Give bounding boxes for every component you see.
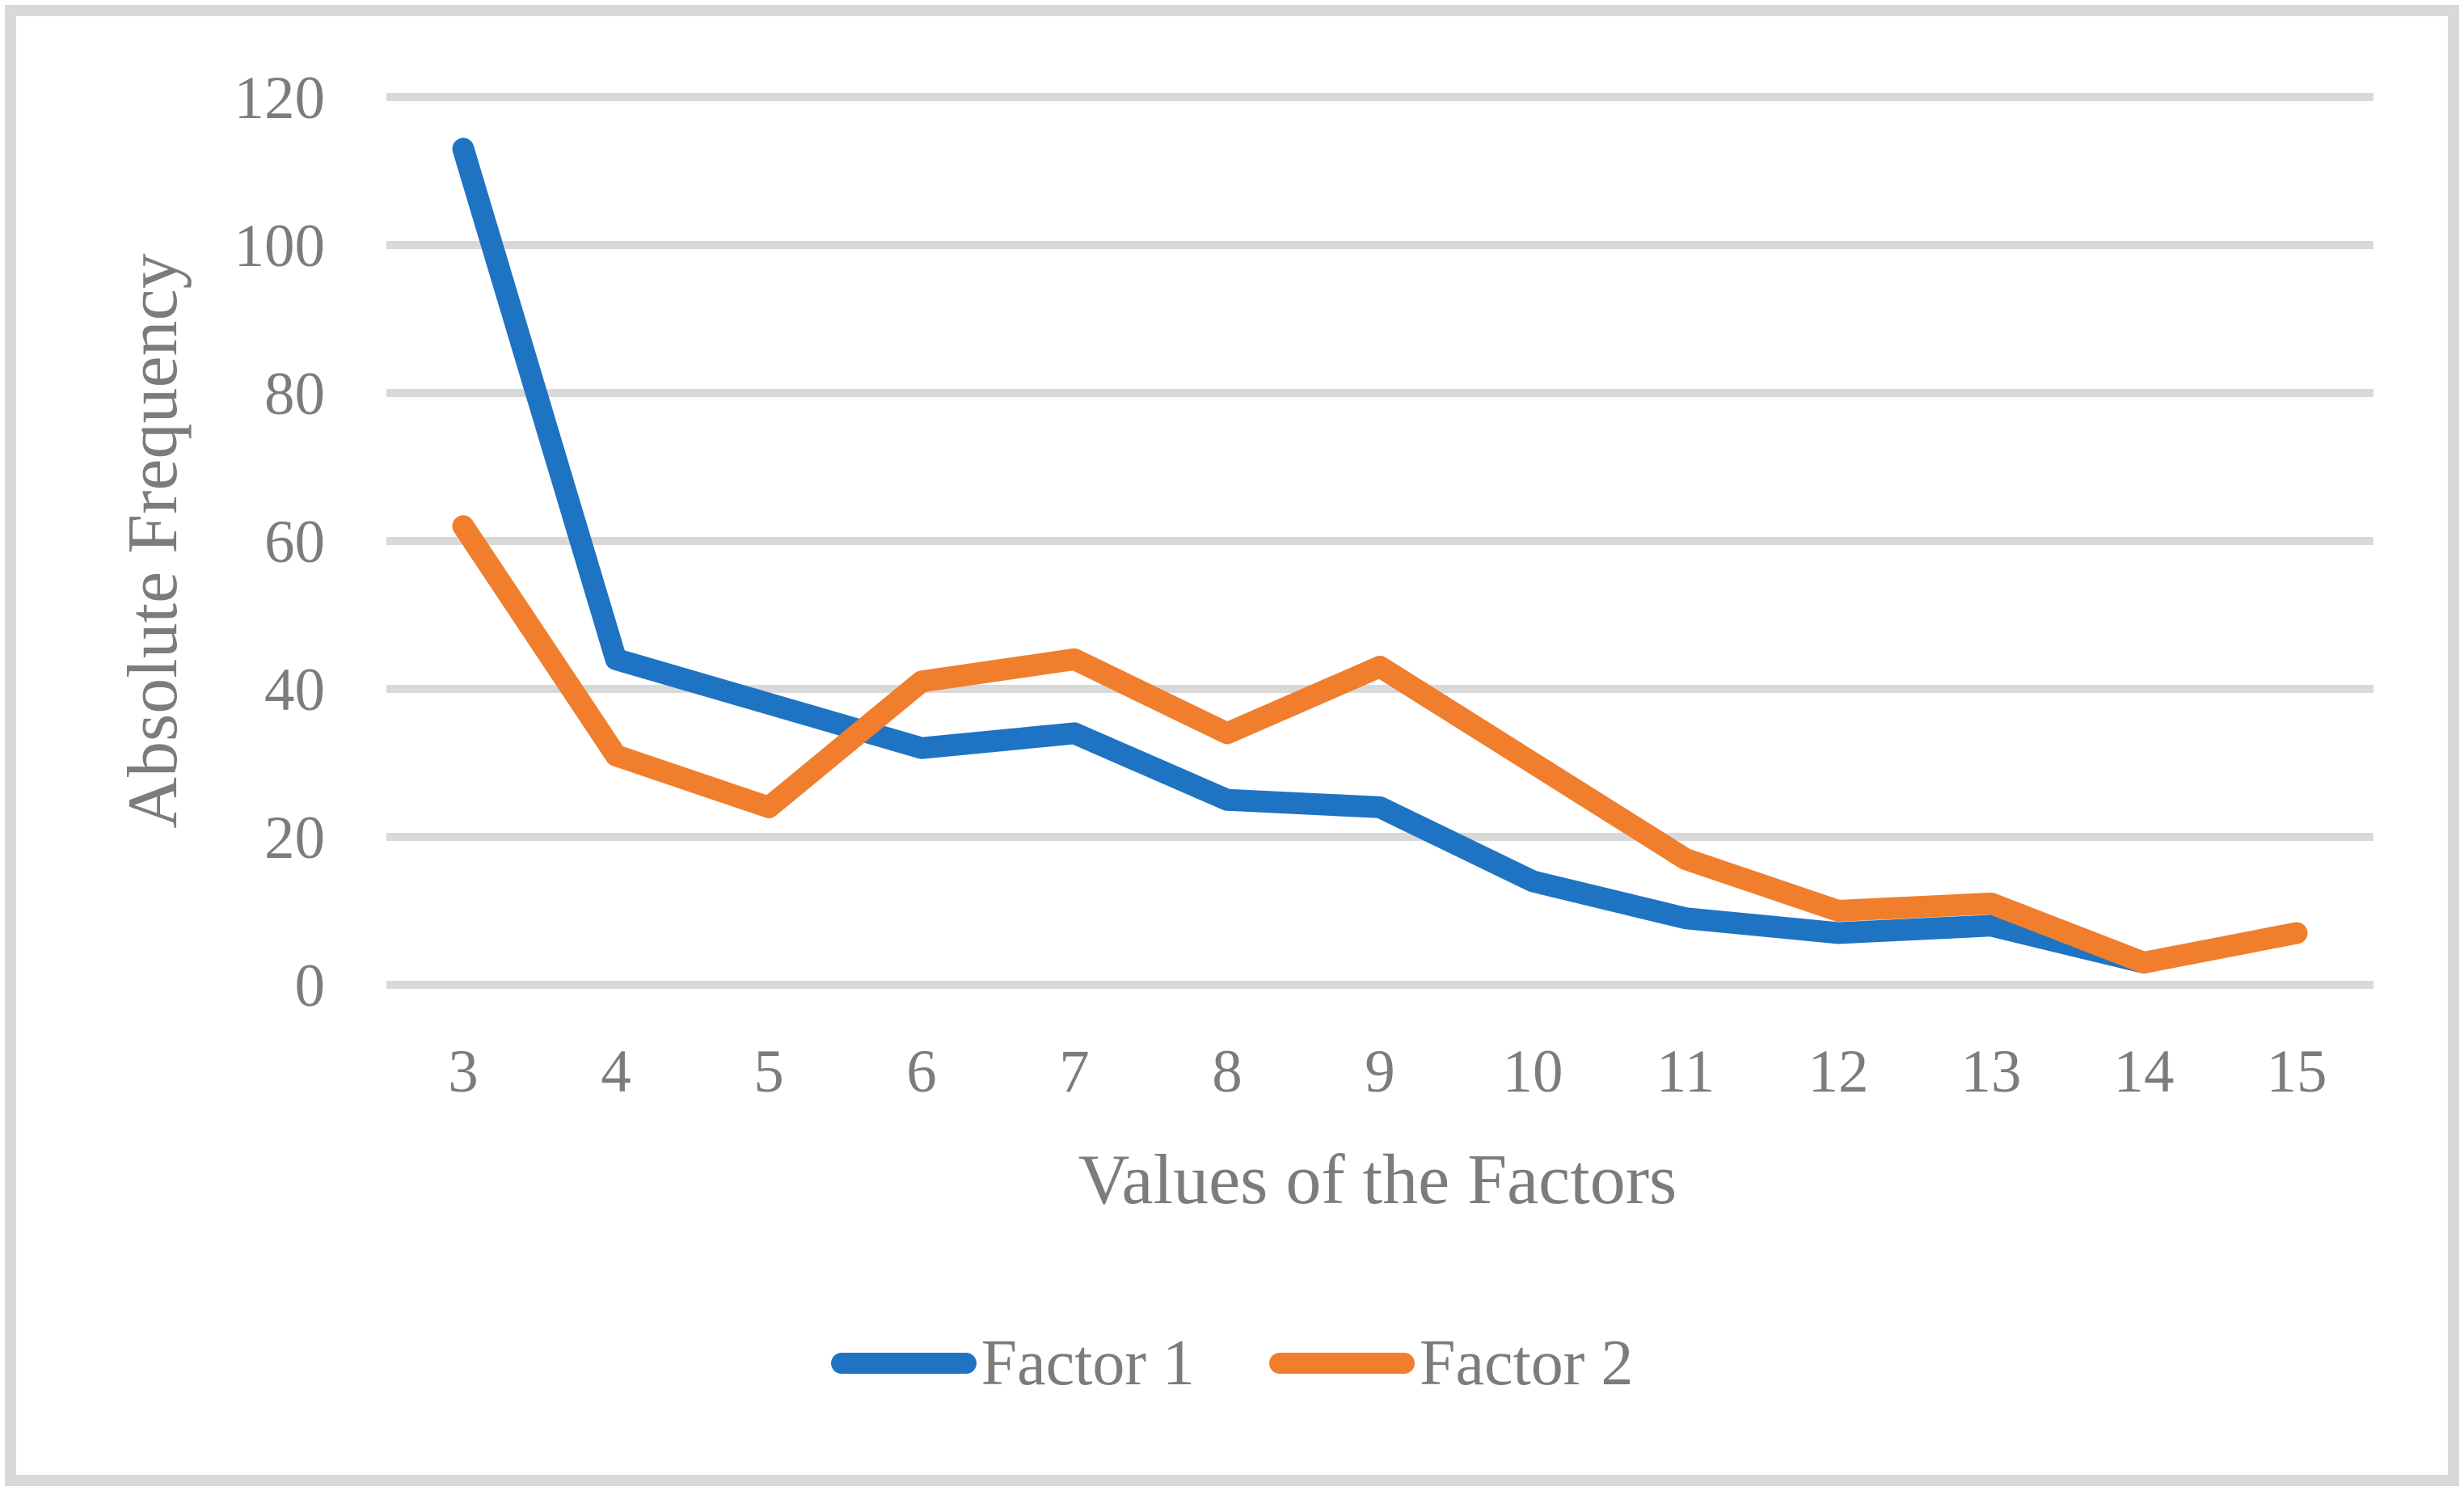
y-tick-label: 0 <box>295 952 326 1020</box>
x-tick-label: 13 <box>1961 1038 2022 1105</box>
x-tick-label: 15 <box>2267 1038 2327 1105</box>
x-tick-label: 14 <box>2114 1038 2175 1105</box>
y-tick-label: 120 <box>234 65 326 132</box>
y-tick-label: 20 <box>264 805 325 872</box>
x-tick-label: 6 <box>906 1038 937 1105</box>
series-line-factor-1 <box>452 137 2155 974</box>
legend: Factor 1 Factor 2 <box>0 1331 2464 1396</box>
x-tick-label: 3 <box>448 1038 479 1105</box>
y-tick-label: 60 <box>264 509 325 576</box>
legend-label-factor-2: Factor 2 <box>1420 1328 1634 1399</box>
x-axis-title: Values of the Factors <box>1078 1141 1677 1219</box>
x-tick-label: 5 <box>753 1038 784 1105</box>
y-tick-label: 80 <box>264 361 325 428</box>
factor-2-line-swatch-icon <box>1269 1353 1415 1374</box>
legend-label-factor-1: Factor 1 <box>981 1328 1195 1399</box>
y-tick-label: 40 <box>264 657 325 724</box>
legend-item-factor-2: Factor 2 <box>1269 1331 1633 1396</box>
x-tick-label: 4 <box>601 1038 631 1105</box>
y-tick-label: 100 <box>234 213 326 280</box>
x-tick-label: 11 <box>1656 1038 1715 1105</box>
x-tick-label: 12 <box>1808 1038 1869 1105</box>
factor-1-line-swatch-icon <box>830 1353 977 1374</box>
x-tick-label: 9 <box>1365 1038 1395 1105</box>
x-tick-label: 7 <box>1059 1038 1090 1105</box>
y-axis-title: Absolute Frequency <box>114 253 192 829</box>
series-line-factor-2 <box>452 515 2308 974</box>
legend-item-factor-1: Factor 1 <box>830 1328 1195 1399</box>
x-tick-label: 8 <box>1212 1038 1243 1105</box>
x-tick-label: 10 <box>1503 1038 1563 1105</box>
